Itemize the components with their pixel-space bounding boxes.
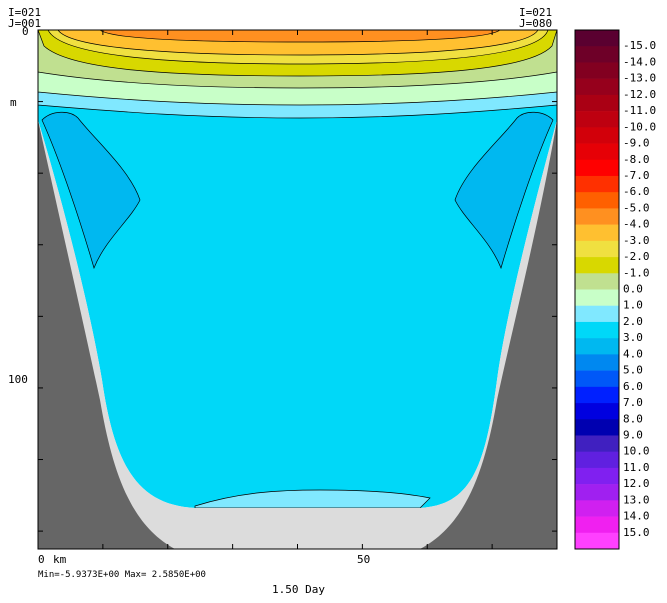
corner-top-left-line1: I=021 bbox=[8, 6, 41, 19]
colorbar-swatch bbox=[575, 208, 619, 225]
corner-top-right-line2: J=080 bbox=[519, 17, 552, 30]
colorbar-level-label: 1.0 bbox=[623, 299, 643, 312]
colorbar-swatch bbox=[575, 500, 619, 517]
bottom-band-0-0 bbox=[194, 489, 431, 509]
time-label: 1.50 Day bbox=[272, 583, 325, 596]
colorbar-level-label: -8.0 bbox=[623, 153, 650, 166]
colorbar-swatch bbox=[575, 240, 619, 258]
colorbar-swatch bbox=[575, 289, 619, 307]
colorbar-level-label: 4.0 bbox=[623, 347, 643, 360]
colorbar-level-label: 8.0 bbox=[623, 412, 643, 425]
colorbar-swatch bbox=[575, 467, 619, 485]
colorbar-level-label: -4.0 bbox=[623, 218, 650, 231]
colorbar-level-label: 2.0 bbox=[623, 315, 643, 328]
colorbar-swatch bbox=[575, 386, 619, 404]
colorbar-swatch bbox=[575, 192, 619, 209]
colorbar-swatch bbox=[575, 451, 619, 469]
colorbar-level-label: 10.0 bbox=[623, 445, 650, 458]
colorbar-level-label: 14.0 bbox=[623, 510, 650, 523]
colorbar-level-label: -7.0 bbox=[623, 169, 650, 182]
bathymetry-right bbox=[420, 120, 557, 549]
colorbar-level-label: -15.0 bbox=[623, 39, 656, 52]
y-tick-label-100: 100 bbox=[8, 373, 28, 386]
band-neg-5-0 bbox=[99, 30, 501, 43]
x-tick-label-50: 50 bbox=[357, 553, 370, 566]
colorbar-level-label: -11.0 bbox=[623, 104, 656, 117]
colorbar-level-label: -1.0 bbox=[623, 266, 650, 279]
x-tick-label-0: 0 bbox=[38, 553, 45, 566]
colorbar-swatch bbox=[575, 484, 619, 501]
colorbar-level-label: -3.0 bbox=[623, 234, 650, 247]
water-field-1-0 bbox=[38, 30, 557, 508]
colorbar-level-label: -5.0 bbox=[623, 201, 650, 214]
colorbar-level-label: -10.0 bbox=[623, 120, 656, 133]
colorbar-swatch bbox=[575, 46, 619, 63]
colorbar-level-label: 0.0 bbox=[623, 283, 643, 296]
colorbar-swatch bbox=[575, 419, 619, 436]
colorbar-swatch bbox=[575, 305, 619, 323]
colorbar-swatch bbox=[575, 435, 619, 452]
colorbar-swatch bbox=[575, 403, 619, 420]
colorbar-level-label: 7.0 bbox=[623, 396, 643, 409]
colorbar: -15.0 -14.0 -13.0 -12.0 -11.0 -10.0 -9.0 -8.0 -7… bbox=[574, 29, 656, 550]
corner-top-right-line1: I=021 bbox=[519, 6, 552, 19]
corner-top-left-line2: J=001 bbox=[8, 17, 41, 30]
y-unit-label: m bbox=[10, 96, 17, 109]
colorbar-level-label: 12.0 bbox=[623, 477, 650, 490]
colorbar-level-label: -14.0 bbox=[623, 55, 656, 68]
colorbar-level-label: 5.0 bbox=[623, 364, 643, 377]
colorbar-swatch bbox=[575, 143, 619, 161]
colorbar-swatch bbox=[575, 370, 619, 388]
x-unit-label: km bbox=[53, 553, 67, 566]
colorbar-swatch bbox=[575, 224, 619, 242]
colorbar-swatch bbox=[575, 94, 619, 112]
colorbar-swatch bbox=[575, 78, 619, 96]
colorbar-level-label: -12.0 bbox=[623, 88, 656, 101]
colorbar-swatch bbox=[575, 321, 619, 339]
colorbar-level-label: 9.0 bbox=[623, 428, 643, 441]
colorbar-swatch bbox=[575, 175, 619, 193]
colorbar-level-label: 3.0 bbox=[623, 331, 643, 344]
colorbar-swatch bbox=[575, 127, 619, 144]
colorbar-level-label: -13.0 bbox=[623, 72, 656, 85]
colorbar-frame bbox=[574, 29, 620, 550]
colorbar-level-label: -9.0 bbox=[623, 137, 650, 150]
colorbar-swatch bbox=[575, 111, 619, 128]
colorbar-level-label: 15.0 bbox=[623, 526, 650, 539]
colorbar-swatch bbox=[575, 532, 619, 550]
minmax-text: Min=-5.9373E+00 Max= 2.5850E+00 bbox=[38, 570, 206, 580]
colorbar-level-label: -2.0 bbox=[623, 250, 650, 263]
y-tick-label-0: 0 bbox=[22, 25, 29, 38]
colorbar-level-label: -6.0 bbox=[623, 185, 650, 198]
right-region-2-0 bbox=[454, 111, 554, 270]
colorbar-swatch bbox=[575, 257, 619, 274]
colorbar-swatch bbox=[575, 159, 619, 177]
colorbar-swatch bbox=[575, 273, 619, 290]
colorbar-swatch bbox=[575, 62, 619, 79]
colorbar-level-label: 6.0 bbox=[623, 380, 643, 393]
colorbar-level-label: 13.0 bbox=[623, 493, 650, 506]
colorbar-swatch bbox=[575, 354, 619, 371]
left-region-2-0 bbox=[41, 111, 141, 270]
axis-ticks bbox=[38, 30, 557, 549]
colorbar-swatch bbox=[575, 516, 619, 534]
colorbar-swatch bbox=[575, 30, 619, 47]
colorbar-level-label: 11.0 bbox=[623, 461, 650, 474]
bathymetry bbox=[38, 120, 175, 549]
colorbar-swatch bbox=[575, 338, 619, 355]
